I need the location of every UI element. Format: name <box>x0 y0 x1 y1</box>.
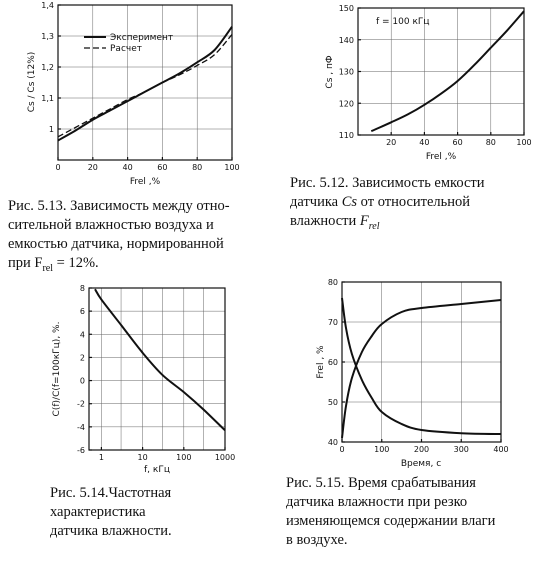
caption-line: при Frel = 12%. <box>8 254 278 278</box>
chart-fig-5-12: 20 40 60 80 100 110 120 130 140 150 Frel ,% Cs , пФ… <box>325 4 532 162</box>
caption-fig-5-15: Рис. 5.15. Время срабатывания датчика вл… <box>286 474 546 550</box>
x-tick-label: 20 <box>88 163 98 172</box>
y-tick-label: 1,2 <box>41 63 54 72</box>
x-tick-label: 1000 <box>215 453 235 462</box>
caption-line: Рис. 5.15. Время срабатывания <box>286 475 476 491</box>
x-axis-label: Время, с <box>401 459 441 469</box>
y-tick-label: 80 <box>328 278 338 287</box>
series-line-1 <box>94 288 226 432</box>
x-tick-label: 60 <box>157 163 167 172</box>
caption-line: влажности Frel <box>290 212 545 236</box>
caption-fig-5-12: Рис. 5.12. Зависимость емкости датчика C… <box>290 174 545 236</box>
caption-subscript: rel <box>42 262 54 274</box>
caption-line: сительной влажностью воздуха и <box>8 217 214 233</box>
y-tick-label: 1,4 <box>41 1 54 10</box>
caption-text: при F <box>8 255 43 271</box>
caption-text: = 12%. <box>53 255 99 271</box>
x-axis-label: Frel ,% <box>426 152 457 162</box>
y-tick-label: 120 <box>339 99 354 108</box>
caption-line: Рис. 5.13. Зависимость между отно- <box>8 198 230 214</box>
caption-line: в воздухе. <box>286 532 348 548</box>
y-tick-label: 70 <box>328 318 338 327</box>
y-tick-label: 150 <box>339 4 354 13</box>
caption-fig-5-13: Рис. 5.13. Зависимость между отно- сител… <box>8 197 278 278</box>
x-tick-label: 80 <box>192 163 202 172</box>
caption-text: датчика <box>290 194 342 210</box>
chart-fig-5-15: 0 100 200 300 400 40 50 60 70 80 Время, с Frel , % <box>316 278 509 469</box>
y-tick-label: 140 <box>339 36 354 45</box>
caption-line: изменяющемся содержании влаги <box>286 513 496 529</box>
y-tick-label: 110 <box>339 131 354 140</box>
x-tick-label: 200 <box>414 445 429 454</box>
x-tick-label: 40 <box>123 163 133 172</box>
chart-fig-5-14: 1 10 100 1000 8 6 4 2 0 -2 -4 -6 f, кГц C(f)/C(f=100к… <box>52 284 235 475</box>
caption-line: Рис. 5.14.Частотная <box>50 485 172 501</box>
x-tick-label: 40 <box>419 138 429 147</box>
y-tick-label: -2 <box>77 400 85 409</box>
y-tick-label: 2 <box>80 353 85 362</box>
legend-label: Эксперимент <box>110 33 173 43</box>
y-tick-label: 40 <box>328 438 338 447</box>
caption-text: от относительной <box>357 194 471 210</box>
x-axis-label: Frel ,% <box>130 177 161 187</box>
plot-frame <box>88 287 226 451</box>
y-axis-label: C(f)/C(f=100кГц), %. <box>52 322 62 417</box>
x-tick-label: 100 <box>516 138 531 147</box>
y-tick-label: 130 <box>339 68 354 77</box>
x-tick-label: 100 <box>224 163 239 172</box>
x-tick-label: 100 <box>374 445 389 454</box>
caption-line: датчика Cs от относительной <box>290 193 545 212</box>
y-tick-label: 50 <box>328 398 338 407</box>
y-tick-label: 8 <box>80 284 85 293</box>
series-line-1 <box>57 26 233 142</box>
y-tick-label: 1 <box>49 125 54 134</box>
legend-label: Расчет <box>110 44 142 54</box>
x-tick-label: 1 <box>99 453 104 462</box>
caption-line: датчика влажности при резко <box>286 494 468 510</box>
chart-fig-5-13: 0 20 40 60 80 100 1 1,1 1,2 1,3 1,4 Frel ,% Cs / Cs … <box>27 1 240 187</box>
series-line-1 <box>341 299 502 439</box>
caption-symbol: Cs <box>341 194 358 210</box>
y-tick-label: -6 <box>77 446 85 455</box>
y-tick-label: 60 <box>328 358 338 367</box>
y-axis-label: Cs / Cs (12%) <box>27 52 37 113</box>
x-tick-label: 100 <box>176 453 191 462</box>
x-tick-label: 20 <box>386 138 396 147</box>
y-tick-label: 4 <box>80 330 85 339</box>
y-axis-label: Cs , пФ <box>325 55 335 88</box>
caption-text: влажности <box>290 213 360 229</box>
x-tick-label: 0 <box>55 163 60 172</box>
y-tick-label: -4 <box>77 423 85 432</box>
caption-line: характеристика <box>50 504 146 520</box>
caption-subscript: rel <box>368 220 380 232</box>
x-tick-label: 80 <box>486 138 496 147</box>
plot-frame <box>57 4 233 161</box>
chart-annotation: f = 100 кГц <box>376 17 430 27</box>
caption-fig-5-14: Рис. 5.14.Частотная характеристика датчи… <box>50 484 250 541</box>
caption-line: датчика влажности. <box>50 523 172 539</box>
caption-symbol: F <box>359 213 369 229</box>
x-tick-label: 300 <box>454 445 469 454</box>
caption-line: Рис. 5.12. Зависимость емкости <box>290 175 485 191</box>
series-line-2 <box>57 33 233 138</box>
y-tick-label: 0 <box>80 377 85 386</box>
x-tick-label: 10 <box>138 453 148 462</box>
x-tick-label: 0 <box>339 445 344 454</box>
y-axis-label: Frel , % <box>316 345 326 379</box>
x-tick-label: 60 <box>453 138 463 147</box>
caption-line: емкостью датчика, нормированной <box>8 236 224 252</box>
series-line-1 <box>370 10 525 133</box>
x-tick-label: 400 <box>493 445 508 454</box>
y-tick-label: 1,3 <box>41 32 54 41</box>
y-tick-label: 1,1 <box>41 94 54 103</box>
series-line-2 <box>341 297 502 435</box>
x-axis-label: f, кГц <box>144 465 170 475</box>
y-tick-label: 6 <box>80 307 85 316</box>
